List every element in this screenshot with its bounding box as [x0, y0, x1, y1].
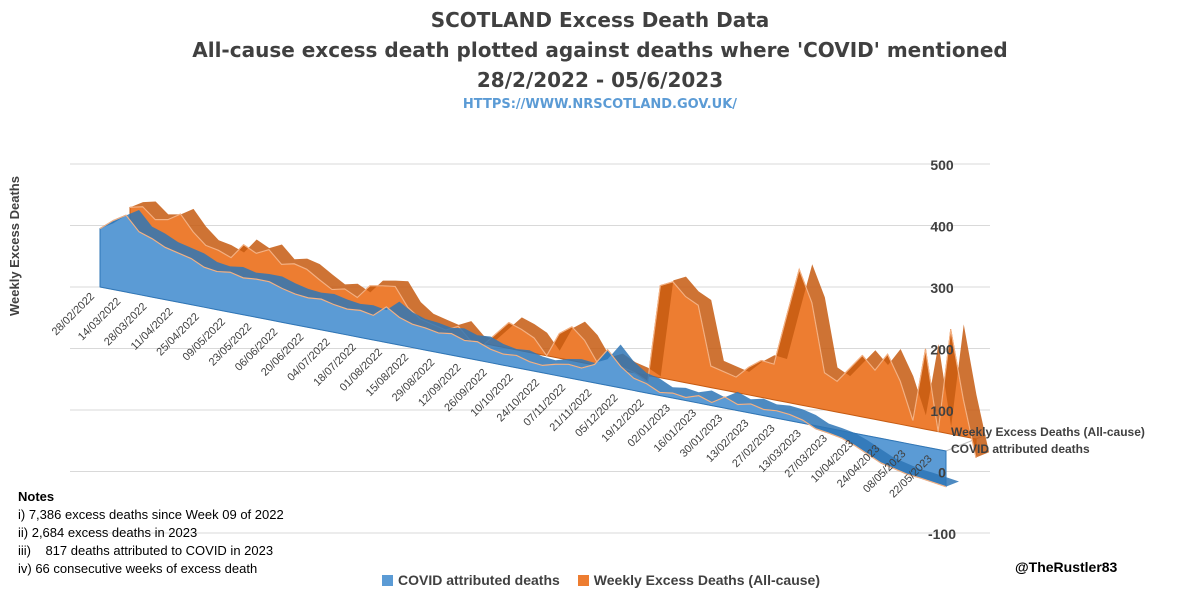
excess-series-edge-line	[129, 206, 977, 458]
series-label-excess: Weekly Excess Deaths (All-cause)	[951, 425, 1145, 439]
y-tick-label: 500	[930, 157, 954, 173]
y-tick-label: -100	[928, 526, 956, 542]
legend-swatch-excess	[577, 574, 589, 586]
author-credit: @TheRustler83	[1015, 559, 1118, 575]
legend-item-covid: COVID attributed deaths	[382, 572, 560, 588]
y-tick-label: 300	[930, 280, 954, 296]
note-item: iv) 66 consecutive weeks of excess death	[18, 561, 258, 576]
source-link[interactable]: HTTPS://WWW.NRSCOTLAND.GOV.UK/	[462, 97, 738, 112]
legend-swatch-covid	[382, 574, 393, 586]
y-tick-label: 200	[930, 342, 954, 358]
note-item: ii) 2,684 excess deaths in 2023	[18, 525, 198, 540]
covid-series-edge-line	[99, 214, 947, 488]
legend-label-covid: COVID attributed deaths	[398, 572, 560, 588]
y-tick-label: 0	[938, 465, 946, 481]
legend-item-excess: Weekly Excess Deaths (All-cause)	[577, 572, 820, 588]
legend-label-excess: Weekly Excess Deaths (All-cause)	[593, 572, 820, 588]
notes-block: Notes i) 7,386 excess deaths since Week …	[18, 488, 284, 578]
notes-heading: Notes	[18, 489, 55, 504]
chart-title: SCOTLAND Excess Death Data	[430, 8, 770, 32]
series-end-labels: Weekly Excess Deaths (All-cause) COVID at…	[951, 425, 1145, 456]
y-axis-label: Weekly Excess Deaths	[7, 176, 22, 316]
note-item: i) 7,386 excess deaths since Week 09 of …	[18, 507, 284, 522]
note-item: iii) 817 deaths attributed to COVID in 2…	[18, 543, 274, 558]
y-axis-ticks: -100 0 100 200 300 400 500	[928, 157, 956, 542]
chart-series-areas	[99, 201, 989, 488]
series-label-covid: COVID attributed deaths	[951, 442, 1090, 456]
y-tick-label: 100	[930, 403, 954, 419]
chart-date-range: 28/2/2022 - 05/6/2023	[476, 68, 724, 92]
chart-legend: COVID attributed deaths Weekly Excess De…	[382, 572, 820, 588]
y-tick-label: 400	[930, 219, 954, 235]
chart-subtitle: All-cause excess death plotted against d…	[192, 38, 1008, 62]
